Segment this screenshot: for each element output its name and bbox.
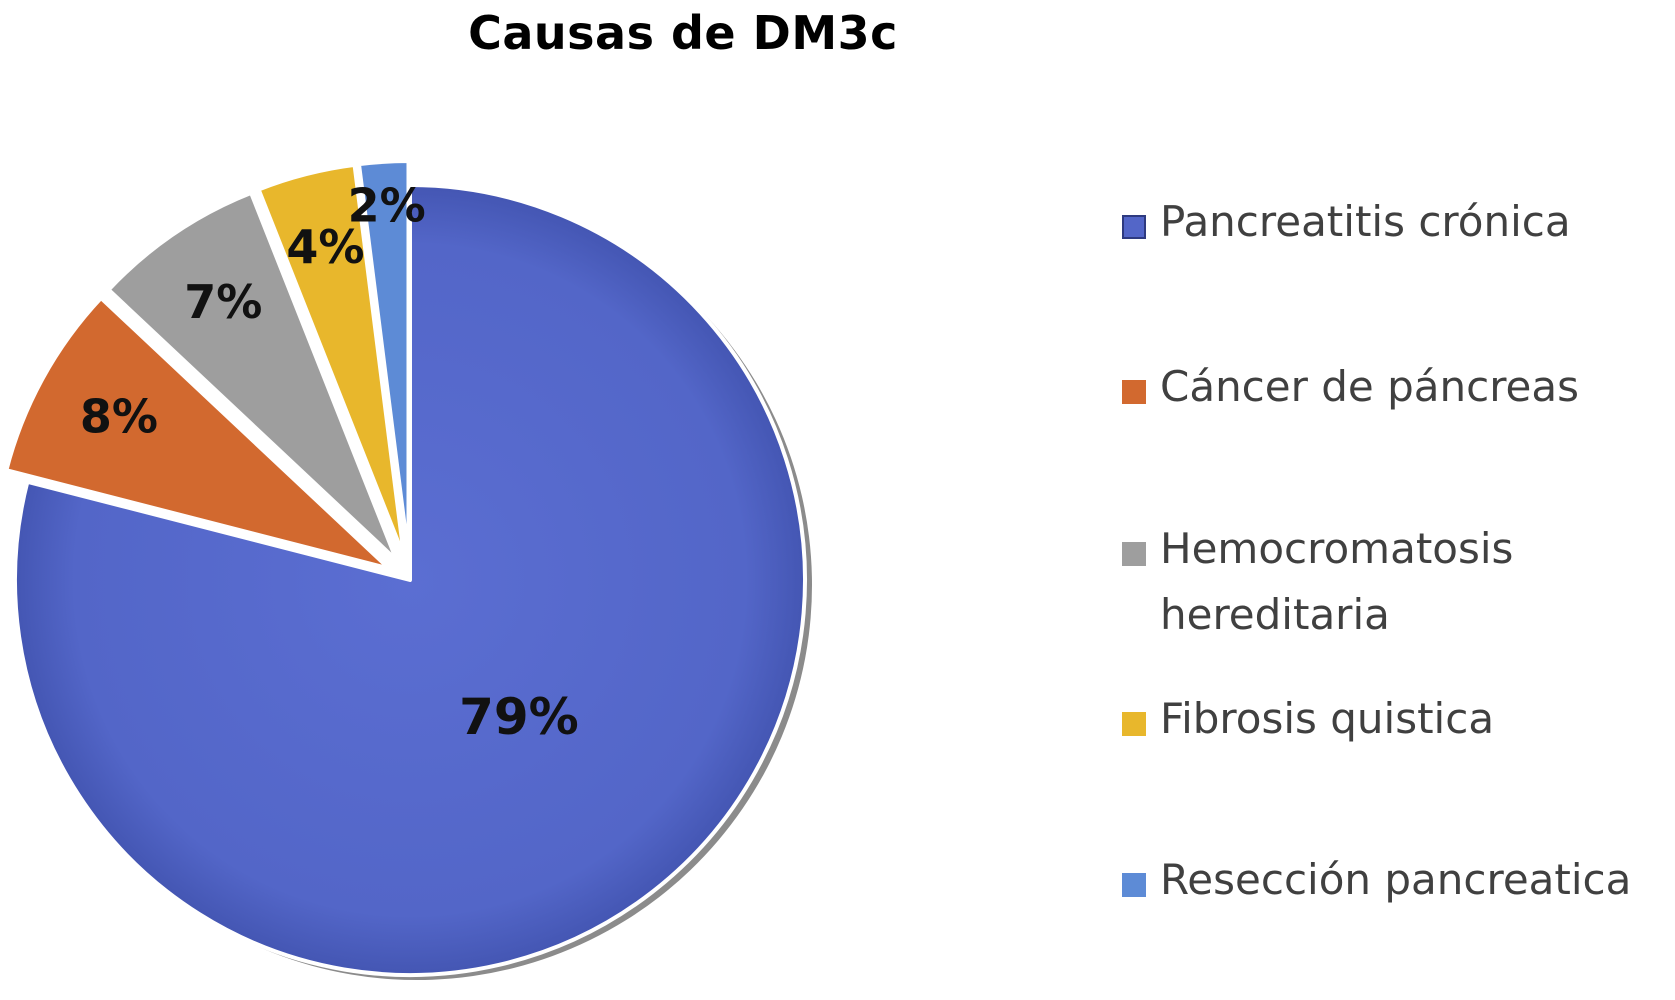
legend-item-5: Resección pancreatica	[1122, 855, 1650, 913]
legend-label: Cáncer de páncreas	[1160, 362, 1579, 411]
data-label-5: 2%	[348, 179, 426, 233]
pie-slice-2	[4, 296, 391, 571]
legend-label: Fibrosis quistica	[1160, 694, 1495, 743]
legend-item-4: Fibrosis quistica	[1122, 694, 1650, 752]
legend-swatch	[1122, 712, 1146, 736]
data-label-4: 4%	[286, 220, 364, 274]
legend-swatch	[1122, 542, 1146, 566]
legend-item-1: Pancreatitis crónica	[1122, 197, 1650, 255]
pie-slice-3	[106, 190, 399, 563]
pie-slice-5	[356, 159, 411, 559]
legend-label: Pancreatitis crónica	[1160, 197, 1571, 246]
legend-swatch	[1122, 873, 1146, 897]
legend-label: Resección pancreatica	[1160, 855, 1632, 904]
legend-item-2: Cáncer de páncreas	[1122, 362, 1650, 420]
data-label-1: 79%	[459, 688, 579, 746]
legend-swatch	[1122, 380, 1146, 404]
legend-swatch	[1122, 215, 1146, 239]
legend-label: Hemocromatosis hereditaria	[1160, 524, 1514, 639]
legend-item-3: Hemocromatosis hereditaria	[1122, 524, 1650, 648]
data-label-3: 7%	[184, 275, 262, 329]
pie-slice-1	[13, 183, 807, 977]
chart-title: Causas de DM3c	[468, 6, 898, 60]
pie-slice-4	[256, 162, 407, 559]
data-label-2: 8%	[80, 390, 158, 444]
